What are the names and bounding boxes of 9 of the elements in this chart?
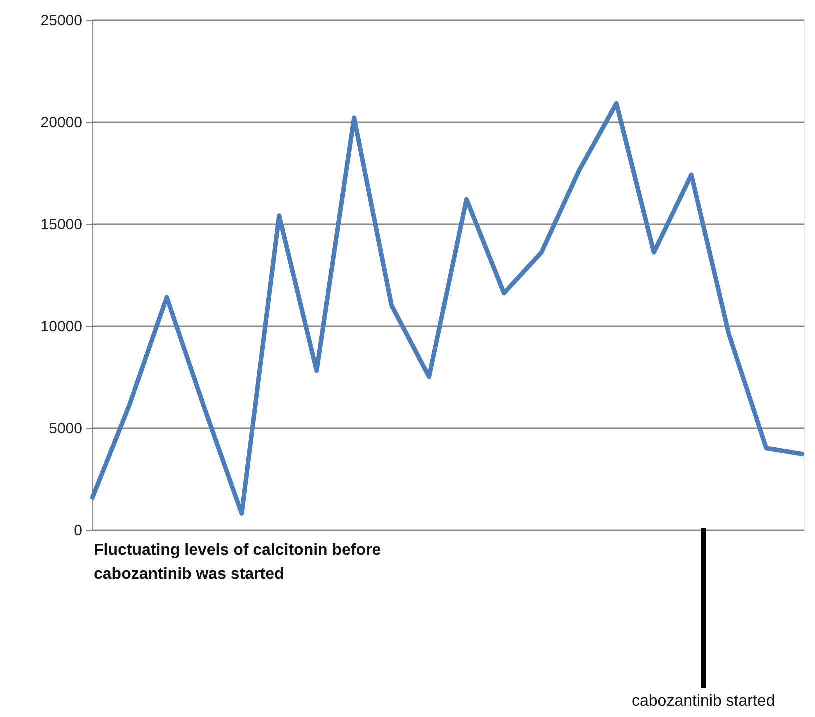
y-tick-label: 10000 [40,318,82,336]
y-tick-label: 15000 [40,216,82,234]
text: cabozantinib started [632,693,776,710]
y-tick-label: 0 [74,522,82,540]
line-series [90,101,806,516]
y-tick-label: 25000 [40,12,82,30]
y-tick-label: 20000 [40,114,82,132]
text: Fluctuating levels of calcitonin before cabozantinib was started [94,542,382,583]
y-tick-label: 5000 [49,420,82,438]
